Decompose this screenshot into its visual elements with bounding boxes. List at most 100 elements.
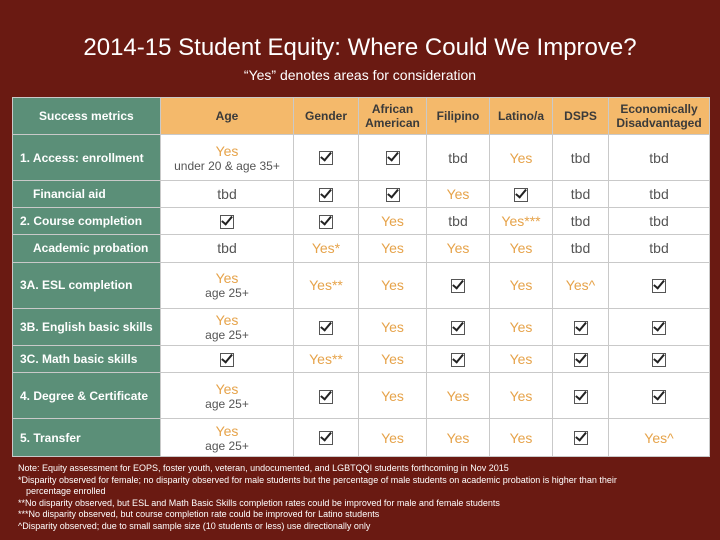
header-filipino: Filipino (426, 97, 490, 135)
age-value: Yes (215, 422, 239, 439)
equity-cell (552, 345, 609, 374)
table-row: 3B. English basic skills Yes age 25+ Yes Yes (12, 307, 710, 347)
equity-cell: tbd (608, 179, 710, 209)
age-cell: Yes age 25+ (160, 372, 294, 420)
equity-cell (426, 345, 490, 374)
equity-cell: Yes (426, 234, 490, 263)
age-value: Yes (215, 380, 239, 397)
equity-cell: Yes (489, 261, 553, 309)
equity-cell: Yes* (293, 234, 359, 263)
equity-cell (293, 418, 359, 457)
table-row: 3A. ESL completion Yes age 25+ Yes** Yes Yes Y… (12, 261, 710, 309)
equity-cell (608, 261, 710, 309)
equity-cell: Yes (358, 345, 427, 374)
metric-label: Financial aid (12, 179, 161, 209)
equity-cell (293, 307, 359, 347)
checked-box-icon (652, 389, 666, 404)
checked-box-icon (319, 151, 333, 166)
equity-cell: Yes** (293, 261, 359, 309)
age-cell (160, 207, 294, 236)
table-header-row: Success metrics Age Gender African Ameri… (12, 97, 710, 135)
equity-cell (426, 261, 490, 309)
metric-label: 3A. ESL completion (12, 261, 161, 309)
checked-box-icon (319, 187, 333, 202)
age-qualifier: age 25+ (205, 396, 249, 411)
equity-cell: Yes (489, 234, 553, 263)
checked-box-icon (385, 151, 400, 166)
header-dsps: DSPS (552, 97, 609, 135)
checked-box-icon (451, 353, 465, 367)
equity-cell: Yes (426, 372, 490, 420)
equity-cell: tbd (608, 234, 710, 263)
age-qualifier: age 25+ (205, 327, 249, 342)
age-cell: Yes under 20 & age 35+ (160, 134, 294, 181)
age-qualifier: age 25+ (205, 286, 249, 301)
checked-box-icon (220, 353, 234, 367)
checked-box-icon (652, 320, 666, 335)
footnotes: Note: Equity assessment for EOPS, foster… (18, 463, 708, 532)
equity-cell (293, 207, 359, 236)
age-qualifier: age 25+ (205, 438, 249, 453)
equity-cell: Yes (489, 418, 553, 457)
checked-box-icon (385, 187, 400, 202)
header-african-american: African American (358, 97, 427, 135)
table-row: Financial aid tbd Yes tbd tbd (12, 179, 710, 209)
age-cell: Yes age 25+ (160, 261, 294, 309)
footnote-asterisk: *Disparity observed for female; no dispa… (18, 474, 617, 485)
table-row: 5. Transfer Yes age 25+ Yes Yes Yes Yes^ (12, 418, 710, 457)
equity-cell: Yes (358, 418, 427, 457)
header-economically-disadvantaged: Economically Disadvantaged (608, 97, 710, 135)
equity-cell: Yes (426, 418, 490, 457)
equity-cell (358, 134, 427, 181)
footnote-caret: ^Disparity observed; due to small sample… (18, 520, 371, 531)
header-success-metrics: Success metrics (12, 97, 161, 135)
equity-cell (552, 372, 609, 420)
age-cell: tbd (160, 179, 294, 209)
equity-cell: Yes (489, 134, 553, 181)
header-gender: Gender (293, 97, 359, 135)
equity-cell: tbd (552, 179, 609, 209)
table-row: 3C. Math basic skills Yes** Yes Yes (12, 345, 710, 374)
age-value: Yes (215, 142, 239, 159)
equity-cell: Yes (489, 372, 553, 420)
equity-cell: Yes (358, 372, 427, 420)
age-cell: tbd (160, 234, 294, 263)
footnote-triple-asterisk: ***No disparity observed, but course com… (18, 509, 380, 519)
checked-box-icon (652, 353, 666, 367)
checked-box-icon (573, 353, 588, 367)
table-row: 1. Access: enrollment Yes under 20 & age 3… (12, 134, 710, 181)
header-age: Age (160, 97, 294, 135)
equity-cell (426, 307, 490, 347)
equity-cell: Yes*** (489, 207, 553, 236)
equity-cell (608, 345, 710, 374)
checked-box-icon (319, 215, 333, 230)
equity-cell (293, 179, 359, 209)
equity-cell (552, 418, 609, 457)
equity-cell (293, 372, 359, 420)
checked-box-icon (220, 215, 234, 230)
table-row: 4. Degree & Certificate Yes age 25+ Yes Yes Y… (12, 372, 710, 420)
equity-cell: Yes (489, 345, 553, 374)
age-qualifier: under 20 & age 35+ (174, 158, 280, 173)
equity-cell (608, 307, 710, 347)
equity-cell: tbd (608, 207, 710, 236)
footnote-double-asterisk: **No disparity observed, but ESL and Mat… (18, 497, 500, 508)
metric-label: 5. Transfer (12, 418, 161, 457)
checked-box-icon (573, 389, 588, 404)
metric-label: 1. Access: enrollment (12, 134, 161, 181)
checked-box-icon (451, 320, 465, 335)
age-cell: Yes age 25+ (160, 418, 294, 457)
equity-cell: tbd (608, 134, 710, 181)
age-cell (160, 345, 294, 374)
equity-cell: tbd (426, 134, 490, 181)
metric-label: 2. Course completion (12, 207, 161, 236)
equity-cell: Yes (489, 307, 553, 347)
equity-cell: Yes (358, 307, 427, 347)
equity-cell: Yes (426, 179, 490, 209)
age-cell: Yes age 25+ (160, 307, 294, 347)
metric-label: 4. Degree & Certificate (12, 372, 161, 420)
checked-box-icon (319, 389, 333, 404)
slide-title: 2014-15 Student Equity: Where Could We I… (83, 34, 637, 61)
checked-box-icon (652, 278, 666, 293)
equity-cell (358, 179, 427, 209)
